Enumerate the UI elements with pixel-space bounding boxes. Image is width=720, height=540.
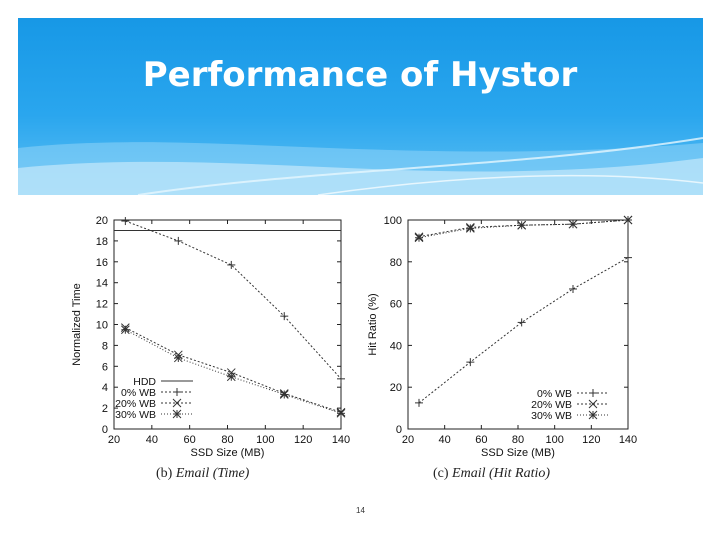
data-point — [337, 374, 345, 383]
x-tick-label: 120 — [582, 434, 600, 446]
x-tick-label: 140 — [332, 434, 350, 446]
series-2 — [414, 215, 633, 243]
caption-hit-ratio: (c) Email (Hit Ratio) — [433, 466, 550, 482]
data-point — [121, 217, 130, 226]
legend-marker — [588, 410, 598, 420]
y-axis-label: Normalized Time — [71, 283, 83, 366]
data-point — [173, 353, 183, 363]
legend-marker — [589, 389, 597, 397]
series-line — [125, 327, 342, 413]
data-point — [414, 233, 424, 243]
y-tick-label: 100 — [384, 215, 402, 227]
data-point — [623, 215, 633, 225]
x-tick-label: 100 — [256, 434, 274, 446]
x-tick-label: 20 — [402, 434, 414, 446]
title-banner — [18, 18, 703, 195]
x-tick-label: 60 — [184, 434, 196, 446]
time-chart: 20 40 60 80 100 120 140 0 2 4 6 8 10 12 14 16 18 20 SSD Si… — [71, 215, 350, 459]
y-tick-label: 10 — [96, 320, 108, 332]
legend-label: 0% WB — [121, 387, 156, 399]
series-0 — [415, 253, 632, 407]
series-line — [125, 220, 342, 380]
y-tick-label: 12 — [96, 299, 108, 311]
series-line — [125, 329, 342, 414]
legend-marker — [173, 388, 181, 396]
caption-time-prefix: (b) — [156, 466, 173, 481]
legend-marker — [172, 409, 182, 419]
legend-label: 30% WB — [115, 409, 156, 421]
y-tick-label: 4 — [102, 382, 108, 394]
data-point — [226, 372, 236, 382]
x-tick-label: 40 — [146, 434, 158, 446]
data-point — [174, 236, 183, 245]
data-point — [569, 284, 577, 293]
y-tick-label: 6 — [102, 361, 108, 373]
legend-label: 0% WB — [537, 388, 572, 400]
y-tick-label: 60 — [390, 299, 402, 311]
decorative-waves — [18, 137, 703, 195]
series-line — [418, 257, 629, 404]
data-point — [517, 318, 526, 327]
y-tick-label: 40 — [390, 340, 402, 352]
chart-panel-time: 20 40 60 80 100 120 140 0 2 4 6 8 10 12 14 16 18 20 SSD Si… — [62, 205, 352, 463]
page-number: 14 — [356, 506, 365, 515]
data-point — [280, 312, 289, 321]
x-tick-label: 80 — [221, 434, 233, 446]
data-point — [415, 398, 423, 407]
data-point — [279, 390, 289, 399]
y-tick-label: 18 — [96, 236, 108, 248]
y-tick-label: 20 — [96, 215, 108, 227]
data-point — [568, 219, 578, 229]
series-line — [418, 219, 629, 239]
x-tick-label: 60 — [475, 434, 487, 446]
legend-label: HDD — [133, 376, 156, 388]
x-axis-label: SSD Size (MB) — [481, 447, 555, 459]
caption-time-text: Email (Time) — [175, 466, 250, 481]
x-tick-label: 20 — [108, 434, 120, 446]
data-point — [120, 325, 130, 335]
y-tick-label: 0 — [396, 424, 402, 436]
y-tick-label: 80 — [390, 257, 402, 269]
legend-marker — [172, 398, 182, 408]
data-point — [227, 260, 236, 269]
data-point — [466, 358, 475, 367]
series-3 — [120, 325, 346, 418]
x-tick-label: 140 — [619, 434, 637, 446]
data-point — [336, 408, 346, 418]
plot-frame — [407, 219, 629, 430]
legend-marker — [588, 399, 598, 409]
legend-label: 20% WB — [531, 399, 572, 411]
y-tick-label: 2 — [102, 403, 108, 415]
y-tick-label: 16 — [96, 257, 108, 269]
y-tick-label: 0 — [102, 424, 108, 436]
data-point — [226, 368, 236, 377]
x-tick-label: 120 — [294, 434, 312, 446]
x-axis-label: SSD Size (MB) — [191, 447, 265, 459]
series-1 — [121, 217, 345, 383]
series-line — [418, 219, 629, 238]
caption-hit-ratio-prefix: (c) — [433, 466, 449, 481]
legend-label: 30% WB — [531, 410, 572, 422]
x-tick-label: 80 — [512, 434, 524, 446]
legend-label: 20% WB — [115, 398, 156, 410]
y-tick-label: 14 — [96, 278, 108, 290]
data-point — [517, 220, 527, 230]
slide-title: Performance of Hystor — [142, 55, 578, 95]
y-axis-label: Hit Ratio (%) — [367, 293, 379, 355]
data-point — [465, 224, 475, 233]
caption-time: (b) Email (Time) — [156, 466, 249, 482]
x-tick-label: 100 — [545, 434, 563, 446]
data-point — [624, 253, 632, 262]
y-tick-label: 8 — [102, 340, 108, 352]
y-tick-label: 20 — [390, 382, 402, 394]
caption-hit-ratio-text: Email (Hit Ratio) — [452, 466, 551, 481]
chart-panel-hit-ratio: 20 40 60 80 100 120 140 0 20 40 60 80 100 SSD Size (M… — [360, 205, 650, 463]
x-tick-label: 40 — [439, 434, 451, 446]
